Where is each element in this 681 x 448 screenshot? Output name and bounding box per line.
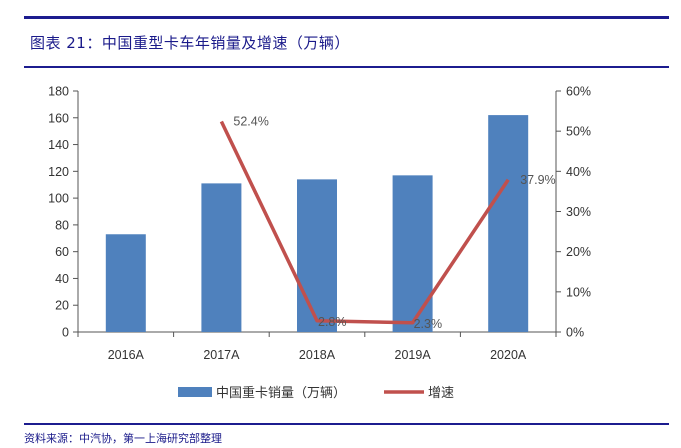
growth-data-label: 52.4% [233, 115, 268, 129]
right-tick-label: 60% [566, 85, 591, 99]
source-rule [24, 423, 669, 425]
title-rule-top [24, 16, 669, 19]
legend-bar-swatch [178, 387, 212, 397]
figure-title: 图表 21：中国重型卡车年销量及增速（万辆） [30, 34, 350, 52]
legend-line-label: 增速 [428, 385, 454, 400]
left-tick-label: 160 [48, 111, 69, 125]
right-tick-label: 10% [566, 285, 591, 299]
left-tick-label: 20 [55, 299, 69, 313]
right-tick-label: 20% [566, 245, 591, 259]
right-tick-label: 50% [566, 125, 591, 139]
left-tick-label: 60 [55, 245, 69, 259]
x-tick-label: 2018A [299, 348, 336, 362]
title-rule-bottom [24, 66, 669, 68]
left-tick-label: 80 [55, 218, 69, 232]
legend-bar-label: 中国重卡销量（万辆） [216, 385, 346, 400]
bar [488, 115, 529, 332]
bar [392, 175, 433, 332]
left-tick-label: 100 [48, 192, 69, 206]
bar [297, 179, 337, 332]
right-tick-label: 40% [566, 165, 591, 179]
growth-line [219, 120, 510, 325]
x-tick-label: 2017A [203, 348, 240, 362]
bar [201, 183, 242, 332]
left-tick-label: 40 [55, 272, 69, 286]
left-tick-label: 140 [48, 138, 69, 152]
growth-data-label: 2.3% [414, 317, 443, 331]
growth-data-label: 2.8% [318, 315, 347, 329]
x-tick-label: 2016A [108, 348, 145, 362]
left-tick-label: 0 [62, 326, 69, 340]
bar [105, 234, 146, 332]
x-tick-label: 2020A [490, 348, 527, 362]
right-tick-label: 0% [566, 326, 584, 340]
source-note: 资料来源：中汽协，第一上海研究部整理 [24, 432, 222, 445]
left-tick-label: 180 [48, 85, 69, 99]
right-tick-label: 30% [566, 205, 591, 219]
growth-data-label: 37.9% [520, 173, 555, 187]
left-tick-label: 120 [48, 165, 69, 179]
x-tick-label: 2019A [395, 348, 432, 362]
